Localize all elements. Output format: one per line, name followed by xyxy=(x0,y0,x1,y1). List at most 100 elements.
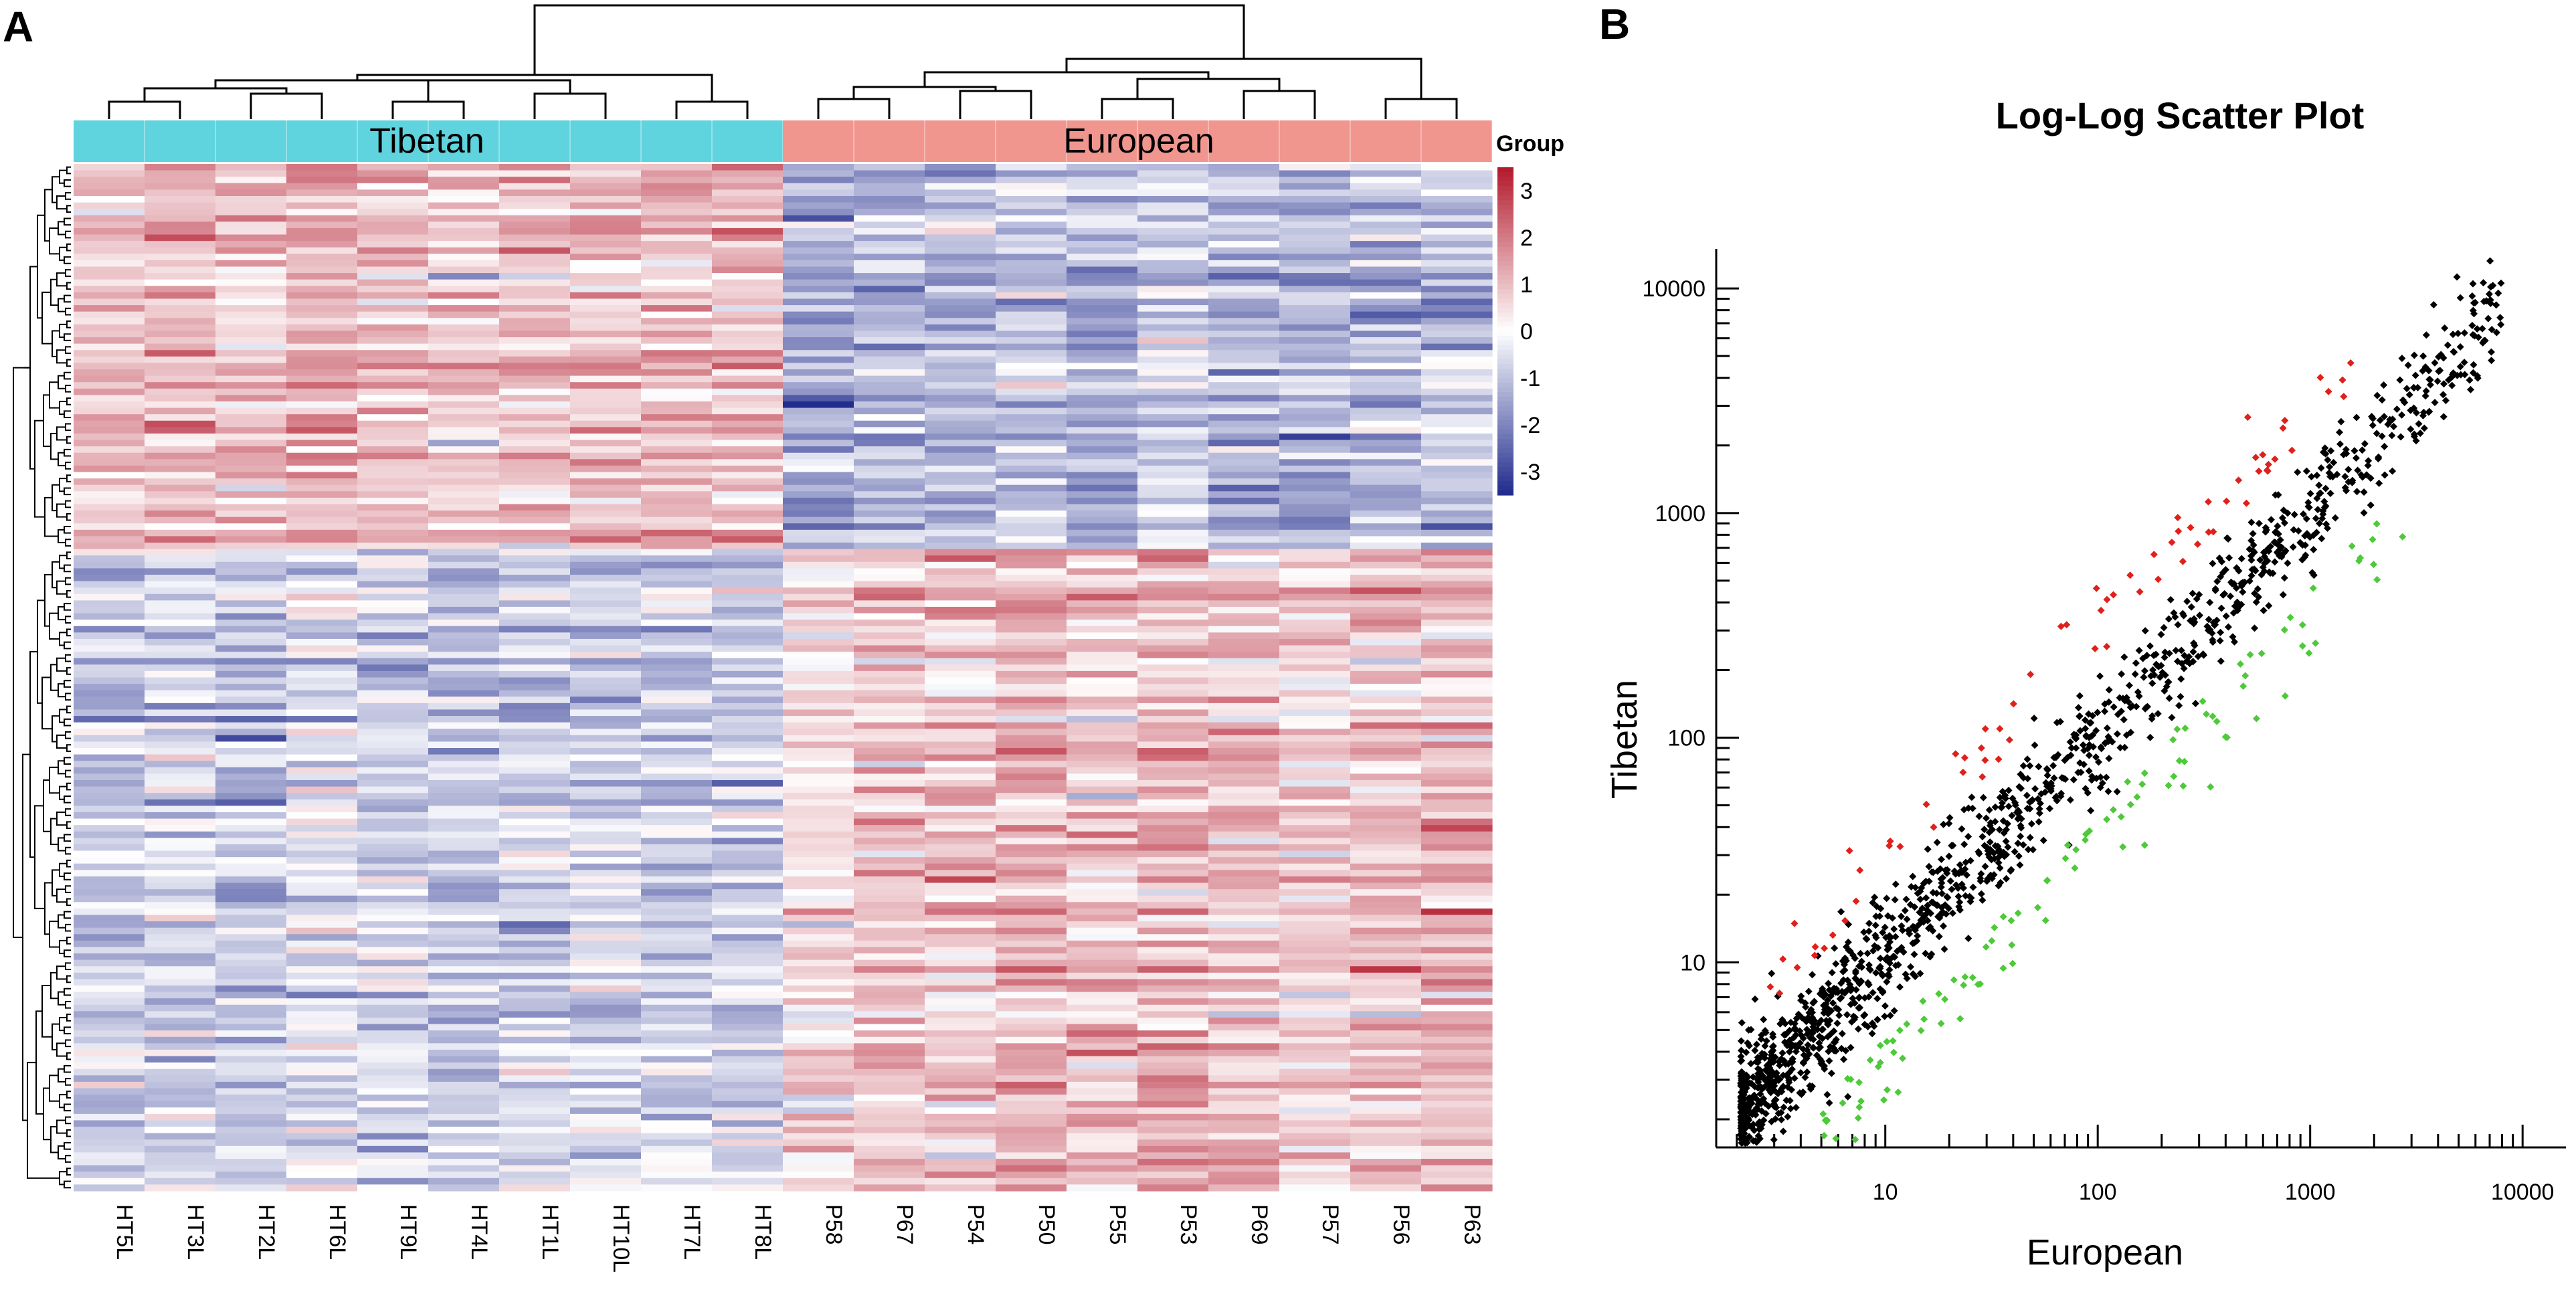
scatter-point xyxy=(2302,467,2310,475)
heatmap-cell xyxy=(996,1062,1067,1070)
scatter-point xyxy=(1843,976,1851,984)
row-dendrogram-branch xyxy=(66,205,71,213)
heatmap-cell xyxy=(996,1043,1067,1050)
heatmap-cell xyxy=(996,369,1067,377)
heatmap-cell xyxy=(1279,934,1351,941)
heatmap-cell xyxy=(428,452,500,460)
heatmap-cell xyxy=(145,972,216,979)
heatmap-cell xyxy=(499,992,571,999)
heatmap-cell xyxy=(854,298,925,306)
heatmap-cell xyxy=(286,1172,358,1179)
color-scale-step xyxy=(1497,364,1513,369)
heatmap-cell xyxy=(925,754,996,761)
heatmap-cell xyxy=(1137,979,1209,986)
heatmap-cell xyxy=(145,652,216,659)
scatter-point xyxy=(2253,585,2262,593)
heatmap-cell xyxy=(641,998,713,1006)
heatmap-cell xyxy=(215,1139,287,1147)
heatmap-cell xyxy=(357,1139,429,1147)
scatter-point xyxy=(2119,694,2127,702)
heatmap-cell xyxy=(1421,407,1493,415)
heatmap-cell xyxy=(854,1095,925,1102)
heatmap-cell xyxy=(783,1088,854,1095)
heatmap-cell xyxy=(428,934,500,941)
heatmap-cell xyxy=(357,472,429,479)
heatmap-cell xyxy=(783,491,854,498)
heatmap-cell xyxy=(215,709,287,717)
scatter-point xyxy=(1792,1048,1800,1056)
scatter-point xyxy=(1790,1034,1798,1042)
heatmap-cell xyxy=(854,266,925,274)
heatmap-cell xyxy=(1137,401,1209,409)
heatmap-cell xyxy=(1350,1075,1422,1083)
heatmap-cell xyxy=(1067,427,1138,434)
color-scale-step xyxy=(1497,411,1513,416)
heatmap-cell xyxy=(641,587,713,595)
heatmap-cell xyxy=(996,1075,1067,1083)
heatmap-cell xyxy=(1421,549,1493,556)
heatmap-cell xyxy=(1421,754,1493,761)
heatmap-cell xyxy=(145,407,216,415)
heatmap-cell xyxy=(215,292,287,300)
scatter-point xyxy=(2081,716,2089,724)
heatmap-cell xyxy=(215,529,287,537)
heatmap-cell xyxy=(641,959,713,967)
heatmap-cell xyxy=(499,311,571,318)
heatmap-cell xyxy=(499,575,571,582)
heatmap-cell xyxy=(996,1011,1067,1018)
heatmap-cell xyxy=(783,1024,854,1031)
heatmap-cell xyxy=(641,254,713,261)
scatter-point xyxy=(2104,787,2112,795)
heatmap-cell xyxy=(357,786,429,793)
heatmap-cell xyxy=(996,786,1067,793)
heatmap-cell xyxy=(1067,459,1138,466)
heatmap-cell xyxy=(1279,221,1351,229)
scatter-point xyxy=(2376,416,2384,424)
scatter-point xyxy=(1832,1004,1840,1012)
heatmap-cell xyxy=(215,889,287,897)
heatmap-cell xyxy=(145,587,216,595)
heatmap-cell xyxy=(428,504,500,511)
heatmap-cell xyxy=(854,600,925,607)
heatmap-cell xyxy=(499,1159,571,1166)
scatter-point xyxy=(1938,908,1946,916)
heatmap-cell xyxy=(570,227,642,236)
heatmap-cell xyxy=(1421,298,1493,306)
heatmap-cell xyxy=(712,786,784,793)
heatmap-cell xyxy=(1067,786,1138,793)
heatmap-cell xyxy=(641,247,713,254)
heatmap-cell xyxy=(925,902,996,909)
heatmap-cell xyxy=(925,1159,996,1166)
heatmap-cell xyxy=(499,716,571,723)
heatmap-cell xyxy=(996,1113,1067,1121)
scatter-point xyxy=(1956,899,1964,907)
scatter-point xyxy=(1871,921,1879,929)
heatmap-cell xyxy=(570,350,642,357)
heatmap-cell xyxy=(641,433,713,441)
heatmap-cell xyxy=(783,575,854,582)
heatmap-cell xyxy=(428,1145,500,1153)
heatmap-cell xyxy=(1137,331,1209,338)
scatter-point xyxy=(2118,670,2126,678)
scatter-point xyxy=(1787,1018,1795,1026)
heatmap-cell xyxy=(570,690,642,697)
heatmap-cell xyxy=(1137,510,1209,518)
scatter-point xyxy=(1840,988,1848,996)
heatmap-cell xyxy=(145,1145,216,1153)
heatmap-cell xyxy=(1067,363,1138,370)
heatmap-cell xyxy=(74,664,145,672)
heatmap-cell xyxy=(357,1152,429,1159)
heatmap-cell xyxy=(428,748,500,755)
heatmap-cell xyxy=(712,626,784,633)
heatmap-cell xyxy=(357,440,429,447)
scatter-point xyxy=(2316,489,2324,497)
scatter-point xyxy=(2397,433,2405,441)
heatmap-cell xyxy=(1350,786,1422,793)
heatmap-cell xyxy=(996,298,1067,306)
heatmap-cell xyxy=(1350,350,1422,357)
scatter-point xyxy=(2101,700,2109,708)
heatmap-cell xyxy=(1137,241,1209,248)
scatter-point xyxy=(2139,654,2147,662)
heatmap-cell xyxy=(1208,1152,1280,1159)
heatmap-cell xyxy=(145,292,216,300)
